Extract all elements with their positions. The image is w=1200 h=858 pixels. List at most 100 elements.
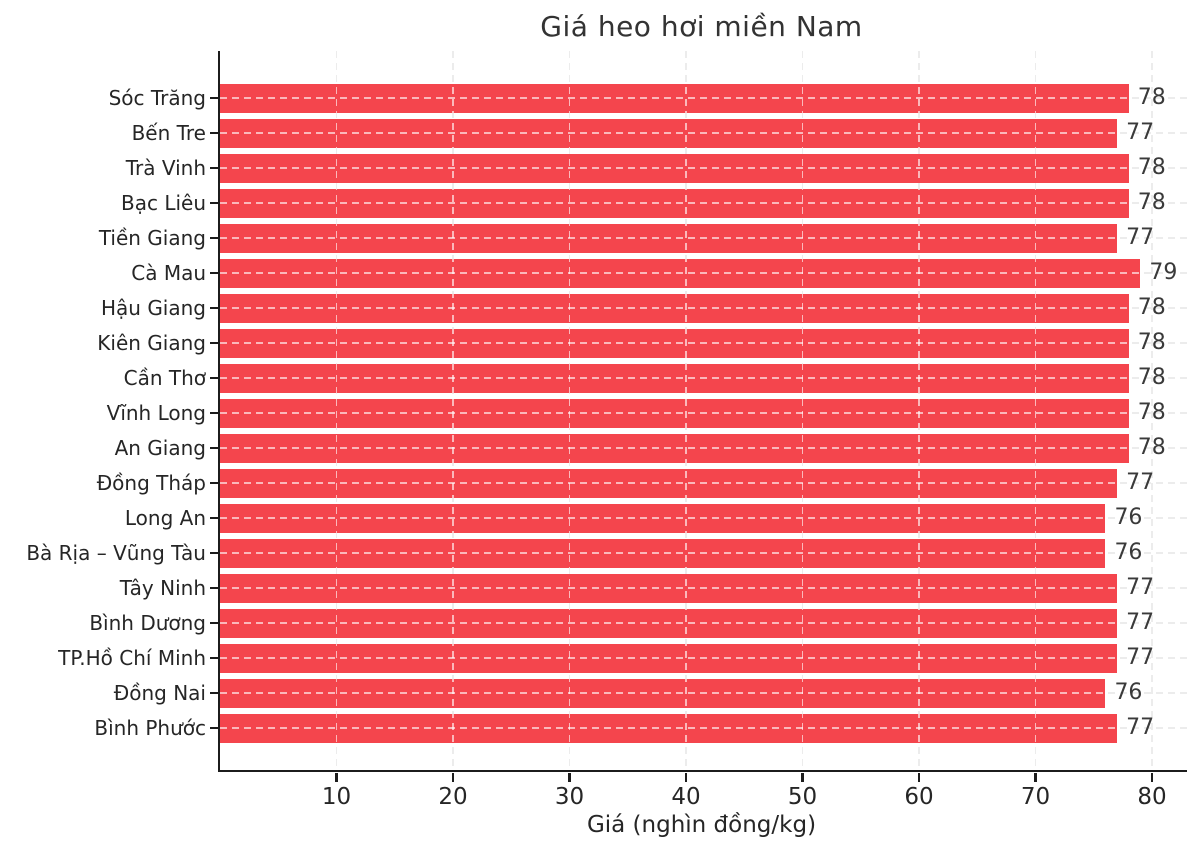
- y-gridline-overlay: [220, 377, 1187, 379]
- category-label: Bình Dương: [89, 611, 206, 635]
- value-label: 77: [1126, 225, 1155, 250]
- y-tick-mark: [210, 411, 220, 415]
- value-label: 77: [1126, 715, 1155, 740]
- y-gridline-overlay: [220, 202, 1187, 204]
- value-label: 77: [1126, 575, 1155, 600]
- category-label: Cần Thơ: [123, 366, 206, 390]
- y-tick-mark: [210, 691, 220, 695]
- value-label: 76: [1114, 505, 1143, 530]
- y-gridline-overlay: [220, 272, 1187, 274]
- category-label: Hậu Giang: [100, 296, 206, 320]
- x-tick-mark: [451, 773, 455, 782]
- x-tick-mark: [917, 773, 921, 782]
- y-tick-mark: [210, 131, 220, 135]
- y-tick-mark: [210, 656, 220, 660]
- x-gridline-overlay: [335, 51, 338, 770]
- y-gridline-overlay: [220, 552, 1187, 554]
- x-gridline-overlay: [568, 51, 571, 770]
- x-tick-label: 10: [321, 784, 352, 810]
- value-label: 77: [1126, 470, 1155, 495]
- category-label: Tiền Giang: [98, 226, 206, 250]
- category-label: An Giang: [114, 436, 206, 460]
- value-label: 77: [1126, 120, 1155, 145]
- x-tick-label: 30: [554, 784, 585, 810]
- y-gridline-overlay: [220, 132, 1187, 134]
- y-tick-mark: [210, 341, 220, 345]
- category-label: Bến Tre: [131, 121, 206, 145]
- y-tick-mark: [210, 271, 220, 275]
- category-label: Bà Rịa – Vũng Tàu: [26, 541, 206, 565]
- x-gridline-overlay: [452, 51, 454, 770]
- category-label: TP.Hồ Chí Minh: [58, 646, 206, 670]
- y-gridline-overlay: [220, 587, 1187, 589]
- x-tick-mark: [684, 773, 688, 782]
- y-gridline-overlay: [220, 237, 1187, 239]
- x-tick-mark: [335, 773, 338, 782]
- y-tick-mark: [210, 621, 220, 625]
- y-tick-mark: [210, 236, 220, 240]
- x-gridline-overlay: [685, 51, 687, 770]
- y-tick-mark: [210, 586, 220, 590]
- value-label: 77: [1126, 610, 1155, 635]
- value-label: 79: [1149, 260, 1178, 285]
- value-label: 76: [1114, 680, 1143, 705]
- x-tick-mark: [801, 773, 804, 782]
- category-label: Bình Phước: [94, 716, 206, 740]
- x-gridline-overlay: [1034, 51, 1037, 770]
- plot-area: 10 20 30 40 50 60 70 80 Sóc Trăng 78 Bến Tre 77 Trà …: [26, 51, 1187, 810]
- value-label: 78: [1137, 155, 1166, 180]
- x-tick-label: 50: [787, 784, 818, 810]
- category-label: Sóc Trăng: [108, 86, 206, 110]
- y-tick-mark: [210, 726, 220, 730]
- value-label: 78: [1137, 330, 1166, 355]
- category-label: Đồng Tháp: [96, 471, 206, 495]
- y-gridline-overlay: [220, 97, 1187, 99]
- value-label: 77: [1126, 645, 1155, 670]
- x-tick-label: 70: [1020, 784, 1051, 810]
- category-label: Cà Mau: [131, 261, 206, 285]
- y-tick-mark: [210, 166, 220, 170]
- value-label: 78: [1137, 400, 1166, 425]
- x-tick-mark: [1150, 773, 1154, 782]
- x-gridline-overlay: [918, 51, 920, 770]
- chart-title: Giá heo hơi miền Nam: [540, 10, 863, 43]
- value-label: 78: [1137, 295, 1166, 320]
- category-label: Đồng Nai: [113, 681, 206, 705]
- x-tick-label: 40: [671, 784, 701, 810]
- y-gridline-overlay: [220, 517, 1187, 519]
- category-label: Vĩnh Long: [106, 401, 206, 425]
- x-gridline-overlay: [801, 51, 804, 770]
- category-label: Trà Vinh: [125, 156, 206, 180]
- x-gridline-overlay: [1151, 51, 1153, 770]
- y-tick-mark: [210, 516, 220, 520]
- value-label: 78: [1137, 85, 1166, 110]
- x-tick-label: 60: [904, 784, 934, 810]
- value-label: 78: [1137, 190, 1166, 215]
- y-gridline-overlay: [220, 727, 1187, 729]
- y-gridline-overlay: [220, 307, 1187, 309]
- category-label: Tây Ninh: [119, 576, 206, 600]
- x-tick-mark: [568, 773, 571, 782]
- value-label: 76: [1114, 540, 1143, 565]
- x-tick-label: 20: [438, 784, 468, 810]
- value-label: 78: [1137, 435, 1166, 460]
- y-gridline-overlay: [220, 622, 1187, 624]
- category-label: Long An: [124, 506, 206, 530]
- y-tick-mark: [210, 481, 220, 485]
- y-tick-mark: [210, 551, 220, 555]
- y-tick-mark: [210, 96, 220, 100]
- y-gridline-overlay: [220, 482, 1187, 484]
- x-tick-label: 80: [1137, 784, 1167, 810]
- y-gridline-overlay: [220, 412, 1187, 414]
- y-tick-mark: [210, 306, 220, 310]
- y-tick-mark: [210, 446, 220, 450]
- x-tick-mark: [1034, 773, 1037, 782]
- y-gridline-overlay: [220, 692, 1187, 694]
- y-gridline-overlay: [220, 342, 1187, 344]
- y-tick-mark: [210, 201, 220, 205]
- y-tick-mark: [210, 376, 220, 380]
- category-label: Bạc Liêu: [120, 191, 206, 215]
- y-gridline-overlay: [220, 657, 1187, 659]
- x-axis-label: Giá (nghìn đồng/kg): [586, 812, 817, 838]
- category-label: Kiên Giang: [97, 331, 206, 355]
